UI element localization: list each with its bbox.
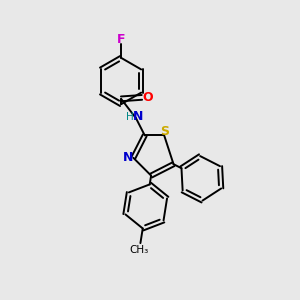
Text: N: N <box>123 151 133 164</box>
Text: S: S <box>160 125 169 138</box>
Text: F: F <box>117 33 125 46</box>
Text: CH₃: CH₃ <box>130 245 149 256</box>
Text: N: N <box>133 110 143 123</box>
Text: H: H <box>126 112 133 122</box>
Text: O: O <box>142 91 153 104</box>
